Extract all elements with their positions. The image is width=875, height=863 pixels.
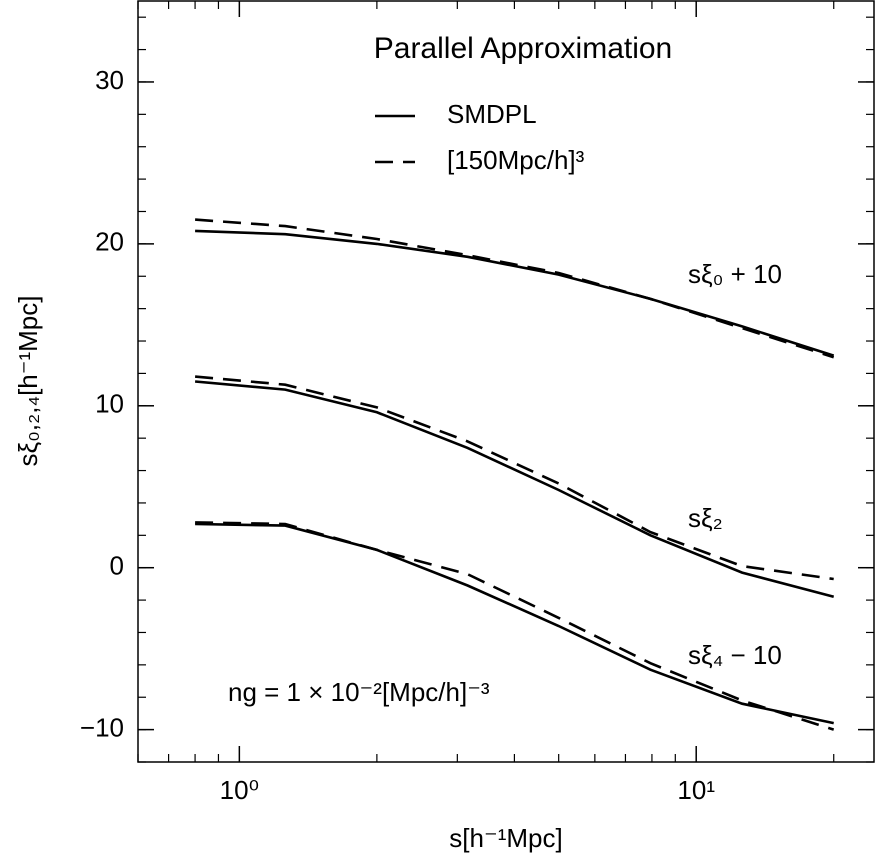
annotation: sξ₄ − 10 <box>688 640 782 670</box>
x-tick-label: 10¹ <box>677 775 715 805</box>
x-axis-label: s[h⁻¹Mpc] <box>449 823 562 853</box>
y-axis-label: sξ₀,₂,₄[h⁻¹Mpc] <box>13 296 43 467</box>
y-tick-label: −10 <box>80 712 124 742</box>
y-tick-label: 20 <box>95 227 124 257</box>
series-line <box>194 380 835 599</box>
plot-frame <box>137 0 875 763</box>
y-tick-label: 0 <box>110 551 124 581</box>
series-line <box>195 218 835 359</box>
series-line <box>195 521 835 731</box>
chart-title: Parallel Approximation <box>374 32 673 65</box>
y-tick-label: 30 <box>95 65 124 95</box>
legend-label: SMDPL <box>447 99 537 129</box>
x-tick-label: 10⁰ <box>220 775 259 805</box>
series-line <box>195 229 835 357</box>
y-tick-label: 10 <box>95 389 124 419</box>
annotation: ng = 1 × 10⁻²[Mpc/h]⁻³ <box>228 677 490 707</box>
legend-label: [150Mpc/h]³ <box>447 145 585 175</box>
series-line <box>195 522 834 725</box>
annotation: sξ₂ <box>688 503 723 533</box>
annotation: sξ₀ + 10 <box>688 259 782 289</box>
series-line <box>194 375 834 581</box>
